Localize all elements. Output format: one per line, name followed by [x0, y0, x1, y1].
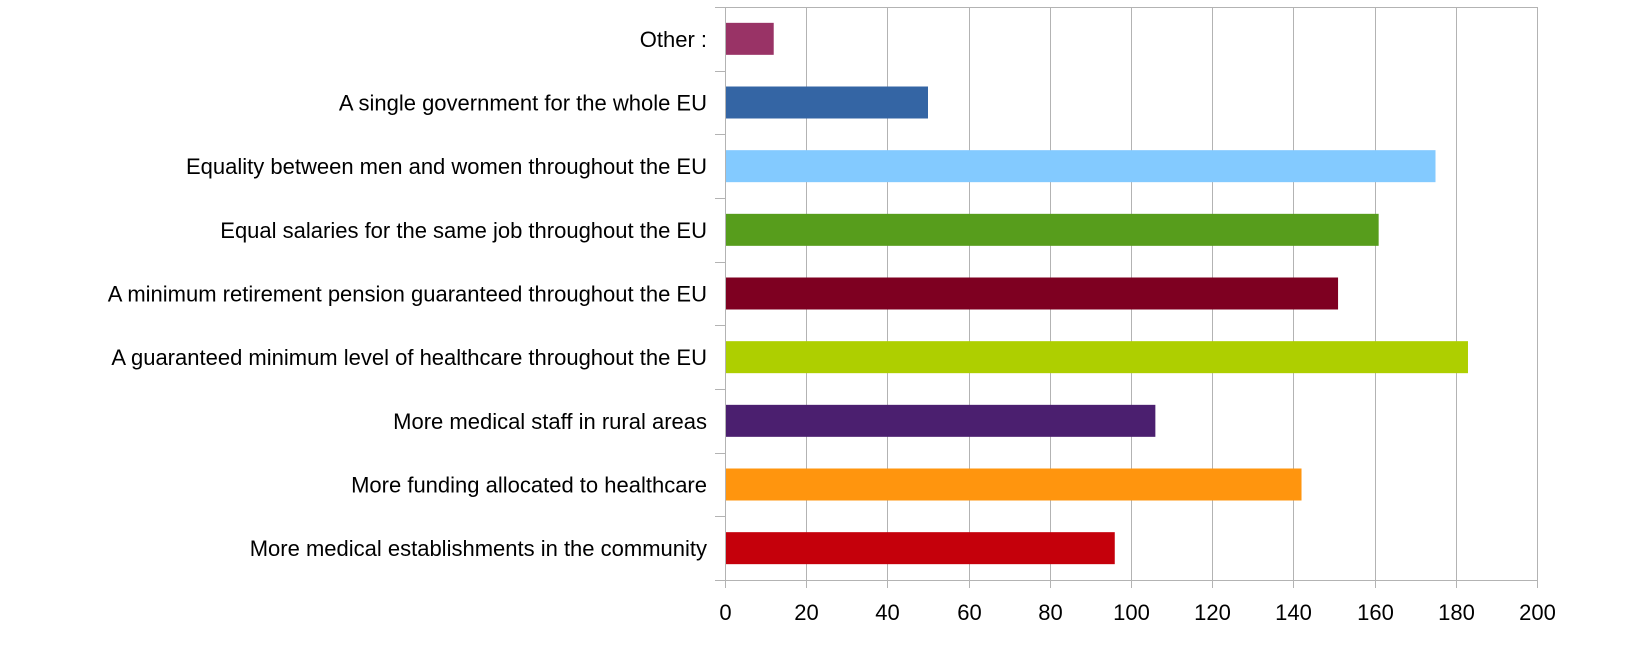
x-tick-label: 140 [1275, 600, 1312, 625]
x-tick-label: 180 [1438, 600, 1475, 625]
category-label: A guaranteed minimum level of healthcare… [111, 345, 707, 370]
bar-9 [726, 532, 1115, 565]
axes [715, 7, 1538, 588]
bar-2 [726, 86, 928, 119]
bar-6 [726, 341, 1468, 374]
x-tick-label: 200 [1519, 600, 1556, 625]
bars [726, 22, 1468, 565]
bar-3 [726, 150, 1436, 183]
x-tick-label: 60 [957, 600, 981, 625]
x-tick-label: 120 [1194, 600, 1231, 625]
bar-7 [726, 404, 1156, 437]
x-tick-labels: 0 20 40 60 80 100 120 140 160 180 200 [719, 600, 1555, 625]
category-label: More medical establishments in the commu… [250, 536, 707, 561]
category-label: More funding allocated to healthcare [351, 473, 707, 498]
x-tick-label: 160 [1357, 600, 1394, 625]
x-tick-label: 0 [719, 600, 731, 625]
category-label: Equal salaries for the same job througho… [220, 218, 707, 243]
category-labels: Other : A single government for the whole… [108, 27, 707, 561]
bar-4 [726, 213, 1379, 246]
x-tick-label: 80 [1038, 600, 1062, 625]
x-tick-label: 100 [1113, 600, 1150, 625]
bar-1 [726, 22, 774, 55]
category-label: Other : [640, 27, 707, 52]
category-label: A single government for the whole EU [339, 91, 707, 116]
bar-8 [726, 468, 1302, 501]
category-label: Equality between men and women throughou… [186, 154, 707, 179]
x-tick-label: 40 [875, 600, 899, 625]
bar-5 [726, 277, 1339, 310]
category-label: A minimum retirement pension guaranteed … [108, 282, 707, 307]
x-tick-label: 20 [794, 600, 818, 625]
category-label: More medical staff in rural areas [393, 409, 707, 434]
